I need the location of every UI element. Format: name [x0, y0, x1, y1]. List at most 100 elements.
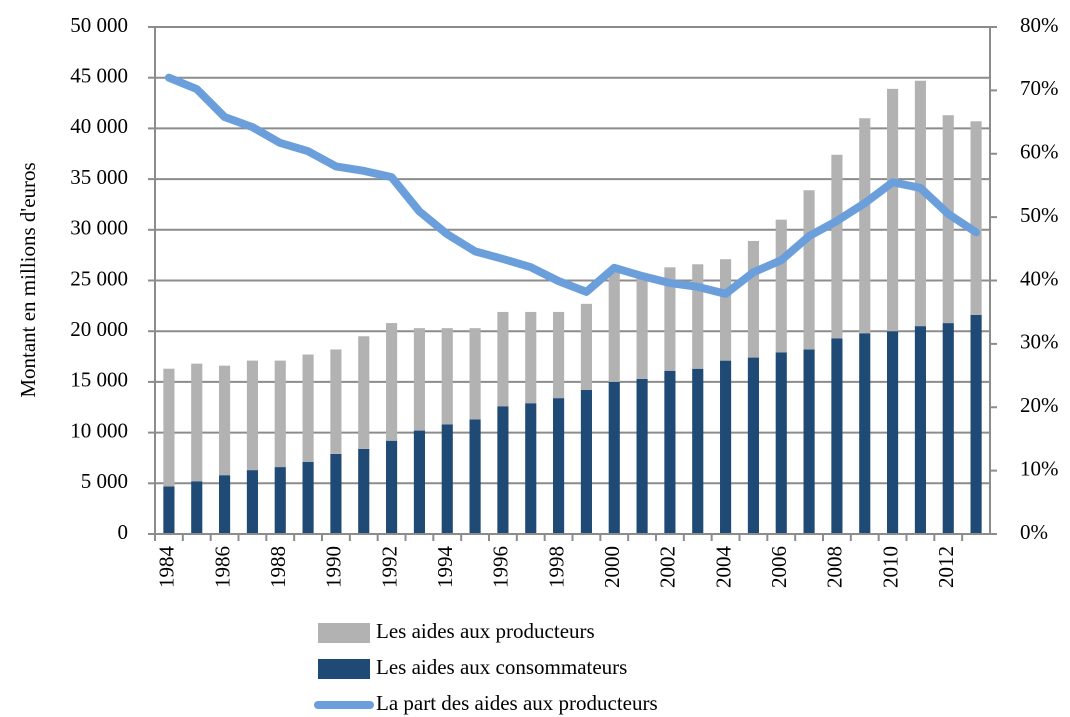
bar — [219, 475, 231, 534]
bar — [747, 240, 759, 358]
bar — [441, 328, 453, 425]
bar — [553, 398, 565, 534]
bar — [664, 370, 676, 534]
legend-label: Les aides aux producteurs — [376, 619, 595, 643]
y-tick-label: 45 000 — [70, 64, 128, 88]
bar — [497, 406, 509, 534]
y2-tick-label: 50% — [1020, 203, 1059, 227]
bar — [469, 328, 481, 420]
legend-label: Les aides aux consommateurs — [376, 655, 627, 679]
bar — [608, 272, 620, 382]
bar — [803, 190, 815, 350]
legend-swatch — [318, 623, 370, 643]
bar — [525, 403, 537, 534]
bar — [330, 349, 342, 454]
x-tick-label: 2000 — [600, 546, 624, 588]
bar — [358, 448, 370, 534]
bar — [664, 267, 676, 371]
y-tick-label: 35 000 — [70, 165, 128, 189]
legend-label: La part des aides aux producteurs — [376, 691, 658, 715]
bar — [859, 118, 871, 334]
bar — [887, 88, 899, 332]
x-tick-label: 2006 — [767, 546, 791, 588]
bar — [413, 430, 425, 534]
bar — [775, 219, 787, 353]
y-tick-label: 15 000 — [70, 368, 128, 392]
x-tick-label: 1998 — [544, 546, 568, 588]
bar — [497, 311, 509, 407]
bar — [219, 365, 231, 476]
bar — [580, 390, 592, 534]
x-tick-label: 2002 — [656, 546, 680, 588]
y2-tick-label: 40% — [1020, 266, 1059, 290]
bar — [942, 115, 954, 324]
bar — [413, 328, 425, 431]
x-tick-label: 2004 — [711, 546, 735, 589]
x-tick-label: 1992 — [377, 546, 401, 588]
bar — [970, 121, 982, 315]
x-tick-label: 1988 — [266, 546, 290, 588]
bar — [692, 368, 704, 534]
line-series — [164, 73, 981, 298]
bar — [914, 326, 926, 534]
y-axis-label: Montant en millions d'euros — [16, 162, 40, 397]
bar — [246, 360, 258, 471]
y-tick-label: 5 000 — [81, 469, 128, 493]
x-tick-label: 1994 — [433, 546, 457, 589]
bar — [163, 486, 175, 534]
bar — [580, 303, 592, 391]
bar — [970, 314, 982, 534]
bar — [831, 338, 843, 534]
bar — [274, 360, 286, 468]
bar — [636, 378, 648, 534]
x-tick-label: 1996 — [489, 546, 513, 588]
bar — [441, 424, 453, 534]
bar — [747, 357, 759, 534]
bar — [775, 352, 787, 534]
bar — [386, 440, 398, 534]
bar — [358, 336, 370, 449]
bar — [163, 368, 175, 487]
y2-tick-label: 70% — [1020, 76, 1059, 100]
y2-tick-label: 20% — [1020, 393, 1059, 417]
y-tick-label: 0 — [118, 520, 129, 544]
y2-tick-label: 80% — [1020, 13, 1059, 37]
bar — [914, 80, 926, 327]
bar — [469, 419, 481, 534]
y-tick-label: 20 000 — [70, 317, 128, 341]
bar — [191, 363, 203, 482]
y2-tick-label: 60% — [1020, 140, 1059, 164]
bar — [803, 349, 815, 534]
bar — [274, 467, 286, 534]
bar — [246, 470, 258, 534]
y2-tick-label: 0% — [1020, 520, 1048, 544]
bar — [692, 264, 704, 369]
bar — [942, 323, 954, 534]
x-tick-label: 1990 — [322, 546, 346, 588]
bar — [887, 331, 899, 534]
bar — [636, 275, 648, 379]
x-tick-label: 2012 — [934, 546, 958, 588]
bar — [720, 360, 732, 534]
x-tick-label: 1984 — [155, 546, 179, 589]
bar — [720, 259, 732, 361]
y-tick-label: 25 000 — [70, 266, 128, 290]
x-tick-label: 2010 — [878, 546, 902, 588]
legend-swatch — [318, 659, 370, 679]
bar — [525, 311, 537, 404]
bar — [553, 311, 565, 399]
bar — [831, 154, 843, 339]
y2-tick-label: 30% — [1020, 330, 1059, 354]
bar — [330, 453, 342, 534]
bar — [302, 354, 314, 463]
bar — [191, 481, 203, 534]
x-tick-label: 2008 — [823, 546, 847, 588]
y2-tick-label: 10% — [1020, 456, 1059, 480]
bar — [302, 462, 314, 534]
y-tick-label: 30 000 — [70, 216, 128, 240]
y-tick-label: 10 000 — [70, 418, 128, 442]
bar — [859, 333, 871, 534]
y-tick-label: 50 000 — [70, 13, 128, 37]
bar — [386, 323, 398, 441]
